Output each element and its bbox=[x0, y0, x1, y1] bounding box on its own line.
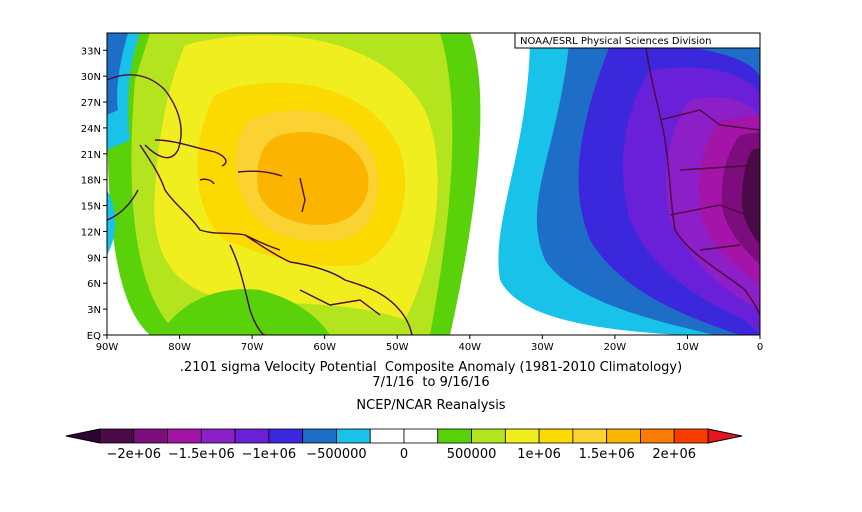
title-line-1: .2101 sigma Velocity Potential Composite… bbox=[179, 360, 683, 375]
latitude-axis: 33N 30N 27N 24N 21N 18N 15N 12N 9N 6N 3N EQ bbox=[81, 46, 107, 342]
colorbar-swatch bbox=[673, 428, 709, 444]
colorbar-swatch bbox=[200, 428, 236, 444]
title-line-3: NCEP/NCAR Reanalysis bbox=[356, 398, 506, 413]
lon-tick-label: 60W bbox=[313, 342, 336, 353]
lon-tick-label: 10W bbox=[676, 342, 699, 353]
lat-tick-label: 15N bbox=[81, 202, 101, 213]
title-line-2: 7/1/16 to 9/16/16 bbox=[372, 375, 490, 390]
colorbar-swatch bbox=[606, 428, 641, 444]
colorbar-label: 0 bbox=[400, 447, 408, 462]
colorbar-swatch bbox=[234, 428, 270, 444]
lat-tick-label: 21N bbox=[81, 150, 101, 161]
map-frame bbox=[106, 32, 761, 336]
longitude-axis: 90W 80W 70W 60W 50W 40W 30W 20W 10W 0 bbox=[96, 335, 763, 353]
colorbar-swatch bbox=[302, 428, 337, 444]
lat-tick-label: 24N bbox=[81, 124, 101, 135]
lon-tick-label: 90W bbox=[96, 342, 119, 353]
colorbar-swatch bbox=[403, 428, 439, 444]
colorbar-label: 1.5e+06 bbox=[579, 447, 635, 462]
colorbar-low-arrow bbox=[65, 428, 101, 444]
colorbar-label: 2e+06 bbox=[652, 447, 696, 462]
colorbar-high-arrow bbox=[707, 428, 743, 444]
colorbar-swatch bbox=[268, 428, 304, 444]
colorbar-swatch bbox=[336, 428, 371, 444]
lat-tick-label: EQ bbox=[87, 331, 101, 342]
coastlines bbox=[107, 39, 760, 335]
colorbar-swatch bbox=[369, 428, 405, 444]
lat-tick-label: 33N bbox=[81, 46, 101, 57]
colorbar-swatch bbox=[471, 428, 506, 444]
colorbar-label: −1.5e+06 bbox=[168, 447, 235, 462]
credit-text: NOAA/ESRL Physical Sciences Division bbox=[520, 36, 712, 47]
colorbar-swatch bbox=[538, 428, 574, 444]
colorbar-swatch bbox=[99, 428, 135, 444]
colorbar: −2e+06 −1.5e+06 −1e+06 −500000 0 500000 1e+06 1… bbox=[65, 428, 743, 462]
colorbar-label: −2e+06 bbox=[106, 447, 161, 462]
lon-tick-label: 20W bbox=[604, 342, 627, 353]
lon-tick-label: 30W bbox=[531, 342, 554, 353]
lat-tick-label: 3N bbox=[87, 305, 101, 316]
colorbar-label: −500000 bbox=[306, 447, 367, 462]
colorbar-swatch bbox=[437, 428, 472, 444]
colorbar-swatch bbox=[133, 428, 168, 444]
lat-tick-label: 27N bbox=[81, 98, 101, 109]
colorbar-label: −1e+06 bbox=[242, 447, 297, 462]
colorbar-swatch bbox=[504, 428, 540, 444]
lon-tick-label: 0 bbox=[757, 342, 763, 353]
lat-tick-label: 18N bbox=[81, 176, 101, 187]
lat-tick-label: 9N bbox=[87, 253, 101, 264]
colorbar-swatch bbox=[167, 428, 202, 444]
lon-tick-label: 50W bbox=[386, 342, 409, 353]
lat-tick-label: 30N bbox=[81, 72, 101, 83]
contour-fields bbox=[107, 33, 760, 335]
lat-tick-label: 6N bbox=[87, 279, 101, 290]
credit-box: NOAA/ESRL Physical Sciences Division bbox=[514, 32, 761, 49]
colorbar-swatch bbox=[572, 428, 608, 444]
colorbar-swatch bbox=[640, 428, 675, 444]
colorbar-label: 500000 bbox=[447, 447, 497, 462]
lat-tick-label: 12N bbox=[81, 227, 101, 238]
colorbar-label: 1e+06 bbox=[517, 447, 561, 462]
lon-tick-label: 80W bbox=[168, 342, 191, 353]
lon-tick-label: 40W bbox=[458, 342, 481, 353]
lon-tick-label: 70W bbox=[241, 342, 264, 353]
